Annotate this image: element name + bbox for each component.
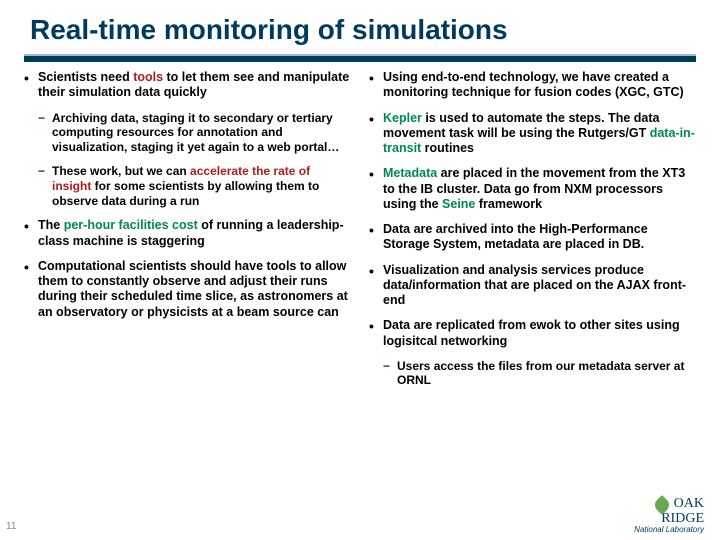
body-text: framework bbox=[475, 197, 542, 211]
body-text: is used to automate the steps. The data … bbox=[383, 111, 659, 140]
body-text: Scientists need bbox=[38, 70, 133, 84]
bullet-item: Users access the files from our metadata… bbox=[369, 359, 696, 388]
body-text: Computational scientists should have too… bbox=[38, 259, 348, 319]
content-columns: Scientists need tools to let them see an… bbox=[0, 70, 720, 398]
ornl-logo: OAK RIDGE National Laboratory bbox=[634, 497, 704, 534]
left-column: Scientists need tools to let them see an… bbox=[24, 70, 351, 398]
bullet-item: Kepler is used to automate the steps. Th… bbox=[369, 111, 696, 157]
bullet-item: The per-hour facilities cost of running … bbox=[24, 218, 351, 249]
body-text: Data are replicated from ewok to other s… bbox=[383, 318, 680, 347]
bullet-item: Data are replicated from ewok to other s… bbox=[369, 318, 696, 349]
highlight-text: Seine bbox=[442, 197, 475, 211]
title-rule bbox=[24, 54, 696, 62]
body-text: Data are archived into the High-Performa… bbox=[383, 222, 648, 251]
highlight-text: Metadata bbox=[383, 166, 437, 180]
body-text: for some scientists by allowing them to … bbox=[52, 179, 319, 208]
bullet-item: Data are archived into the High-Performa… bbox=[369, 222, 696, 253]
body-text: Visualization and analysis services prod… bbox=[383, 263, 686, 308]
bullet-item: Metadata are placed in the movement from… bbox=[369, 166, 696, 212]
right-column: Using end-to-end technology, we have cre… bbox=[369, 70, 696, 398]
body-text: Using end-to-end technology, we have cre… bbox=[383, 70, 684, 99]
bullet-item: Scientists need tools to let them see an… bbox=[24, 70, 351, 101]
body-text: The bbox=[38, 218, 64, 232]
bullet-item: Visualization and analysis services prod… bbox=[369, 263, 696, 309]
bullet-item: Archiving data, staging it to secondary … bbox=[24, 111, 351, 155]
body-text: Archiving data, staging it to secondary … bbox=[52, 111, 339, 154]
logo-sub: National Laboratory bbox=[634, 525, 704, 534]
body-text: These work, but we can bbox=[52, 164, 190, 178]
slide-title: Real-time monitoring of simulations bbox=[0, 0, 720, 54]
highlight-text: tools bbox=[133, 70, 163, 84]
bullet-item: These work, but we can accelerate the ra… bbox=[24, 164, 351, 208]
body-text: routines bbox=[421, 141, 474, 155]
page-number: 11 bbox=[6, 521, 16, 532]
logo-line1: OAK bbox=[674, 496, 704, 511]
bullet-item: Using end-to-end technology, we have cre… bbox=[369, 70, 696, 101]
body-text: Users access the files from our metadata… bbox=[397, 359, 684, 388]
logo-line2: RIDGE bbox=[661, 511, 704, 526]
highlight-text: per-hour facilities cost bbox=[64, 218, 198, 232]
bullet-item: Computational scientists should have too… bbox=[24, 259, 351, 320]
highlight-text: Kepler bbox=[383, 111, 422, 125]
